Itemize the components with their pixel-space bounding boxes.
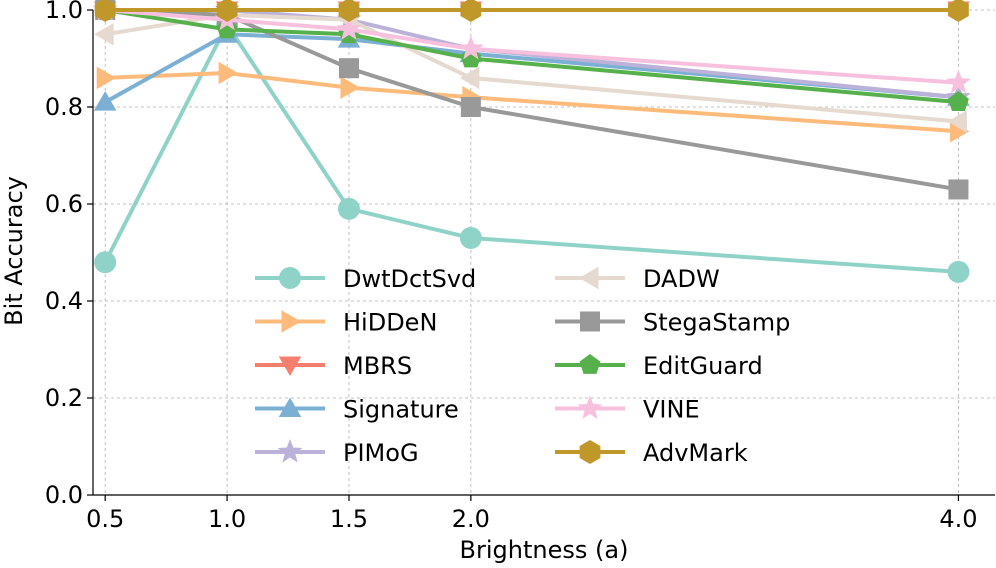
legend-marker-editguard bbox=[579, 354, 601, 374]
legend-item-vine: VINE bbox=[555, 395, 700, 424]
x-tick-label: 4.0 bbox=[939, 505, 977, 533]
legend-item-pimog: PIMoG bbox=[255, 439, 419, 467]
data-point-signature bbox=[93, 91, 117, 111]
x-tick-label: 1.5 bbox=[330, 505, 368, 533]
y-tick-label: 0.4 bbox=[45, 287, 83, 315]
data-point-advmark bbox=[216, 0, 238, 22]
legend-marker-pimog bbox=[277, 439, 303, 463]
legend-marker-mbrs bbox=[278, 356, 302, 376]
legend-item-advmark: AdvMark bbox=[555, 439, 748, 467]
y-tick-label: 0.8 bbox=[45, 93, 83, 121]
y-tick-label: 0.2 bbox=[45, 384, 83, 412]
legend-label-hidden: HiDDeN bbox=[343, 309, 437, 337]
data-point-stegastamp bbox=[460, 97, 481, 117]
legend-marker-dwtdctsvd bbox=[279, 267, 301, 289]
series-group bbox=[92, 0, 971, 283]
data-point-advmark bbox=[460, 0, 482, 22]
axes: 0.5 1.0 1.5 2.0 4.0 0.0 0.2 0.4 0.6 0.8 1.0 bbox=[45, 0, 995, 533]
legend-label-vine: VINE bbox=[643, 396, 700, 424]
legend: DwtDctSvd HiDDeN MBRS Signature PIMoG DADW Ste… bbox=[255, 265, 790, 467]
legend-item-dadw: DADW bbox=[555, 265, 720, 293]
data-point-advmark bbox=[94, 0, 116, 22]
legend-label-dadw: DADW bbox=[643, 265, 720, 293]
legend-marker-advmark bbox=[579, 440, 601, 464]
legend-label-editguard: EditGuard bbox=[643, 352, 763, 380]
data-point-hidden bbox=[340, 76, 360, 99]
legend-label-stegastamp: StegaStamp bbox=[643, 309, 790, 337]
y-tick-label: 0.6 bbox=[45, 190, 83, 218]
data-point-vine bbox=[946, 69, 971, 94]
data-point-editguard bbox=[947, 91, 969, 112]
data-point-dadw bbox=[94, 22, 114, 46]
x-tick-label: 2.0 bbox=[452, 505, 490, 533]
legend-label-dwtdctsvd: DwtDctSvd bbox=[343, 265, 476, 293]
legend-item-stegastamp: StegaStamp bbox=[555, 309, 790, 337]
series-advmark bbox=[94, 0, 969, 22]
legend-marker-hidden bbox=[281, 310, 301, 333]
data-point-advmark bbox=[948, 0, 969, 22]
series-line-dwtdctsvd bbox=[103, 22, 959, 274]
data-point-dwtdctsvd bbox=[947, 260, 970, 283]
legend-item-mbrs: MBRS bbox=[255, 352, 412, 380]
data-point-dwtdctsvd bbox=[94, 251, 117, 274]
legend-label-mbrs: MBRS bbox=[343, 352, 412, 380]
x-tick-label: 0.5 bbox=[86, 505, 124, 533]
y-axis-label: Bit Accuracy bbox=[0, 176, 28, 326]
data-point-vine bbox=[336, 16, 362, 40]
legend-item-editguard: EditGuard bbox=[555, 352, 763, 380]
legend-item-dwtdctsvd: DwtDctSvd bbox=[255, 265, 476, 293]
data-point-hidden bbox=[96, 66, 117, 90]
data-point-hidden bbox=[218, 61, 239, 85]
y-tick-label: 1.0 bbox=[45, 0, 83, 24]
data-point-vine bbox=[458, 35, 484, 60]
legend-item-signature: Signature bbox=[255, 396, 459, 424]
legend-label-signature: Signature bbox=[343, 396, 459, 424]
legend-label-pimog: PIMoG bbox=[343, 439, 419, 467]
legend-item-hidden: HiDDeN bbox=[255, 309, 437, 337]
data-point-dadw bbox=[947, 110, 967, 133]
data-point-dwtdctsvd bbox=[459, 226, 482, 249]
y-tick-label: 0.0 bbox=[45, 481, 83, 509]
data-point-advmark bbox=[338, 0, 360, 22]
legend-marker-dadw bbox=[579, 266, 599, 290]
legend-marker-signature bbox=[278, 397, 302, 417]
legend-marker-vine bbox=[577, 395, 603, 420]
legend-marker-stegastamp bbox=[580, 311, 600, 332]
data-point-stegastamp bbox=[338, 58, 359, 79]
data-point-dadw bbox=[459, 66, 480, 90]
x-tick-label: 1.0 bbox=[208, 505, 246, 533]
x-axis-label: Brightness (a) bbox=[460, 536, 629, 564]
legend-label-advmark: AdvMark bbox=[643, 439, 748, 467]
data-point-stegastamp bbox=[948, 179, 969, 200]
data-point-dwtdctsvd bbox=[337, 197, 360, 220]
